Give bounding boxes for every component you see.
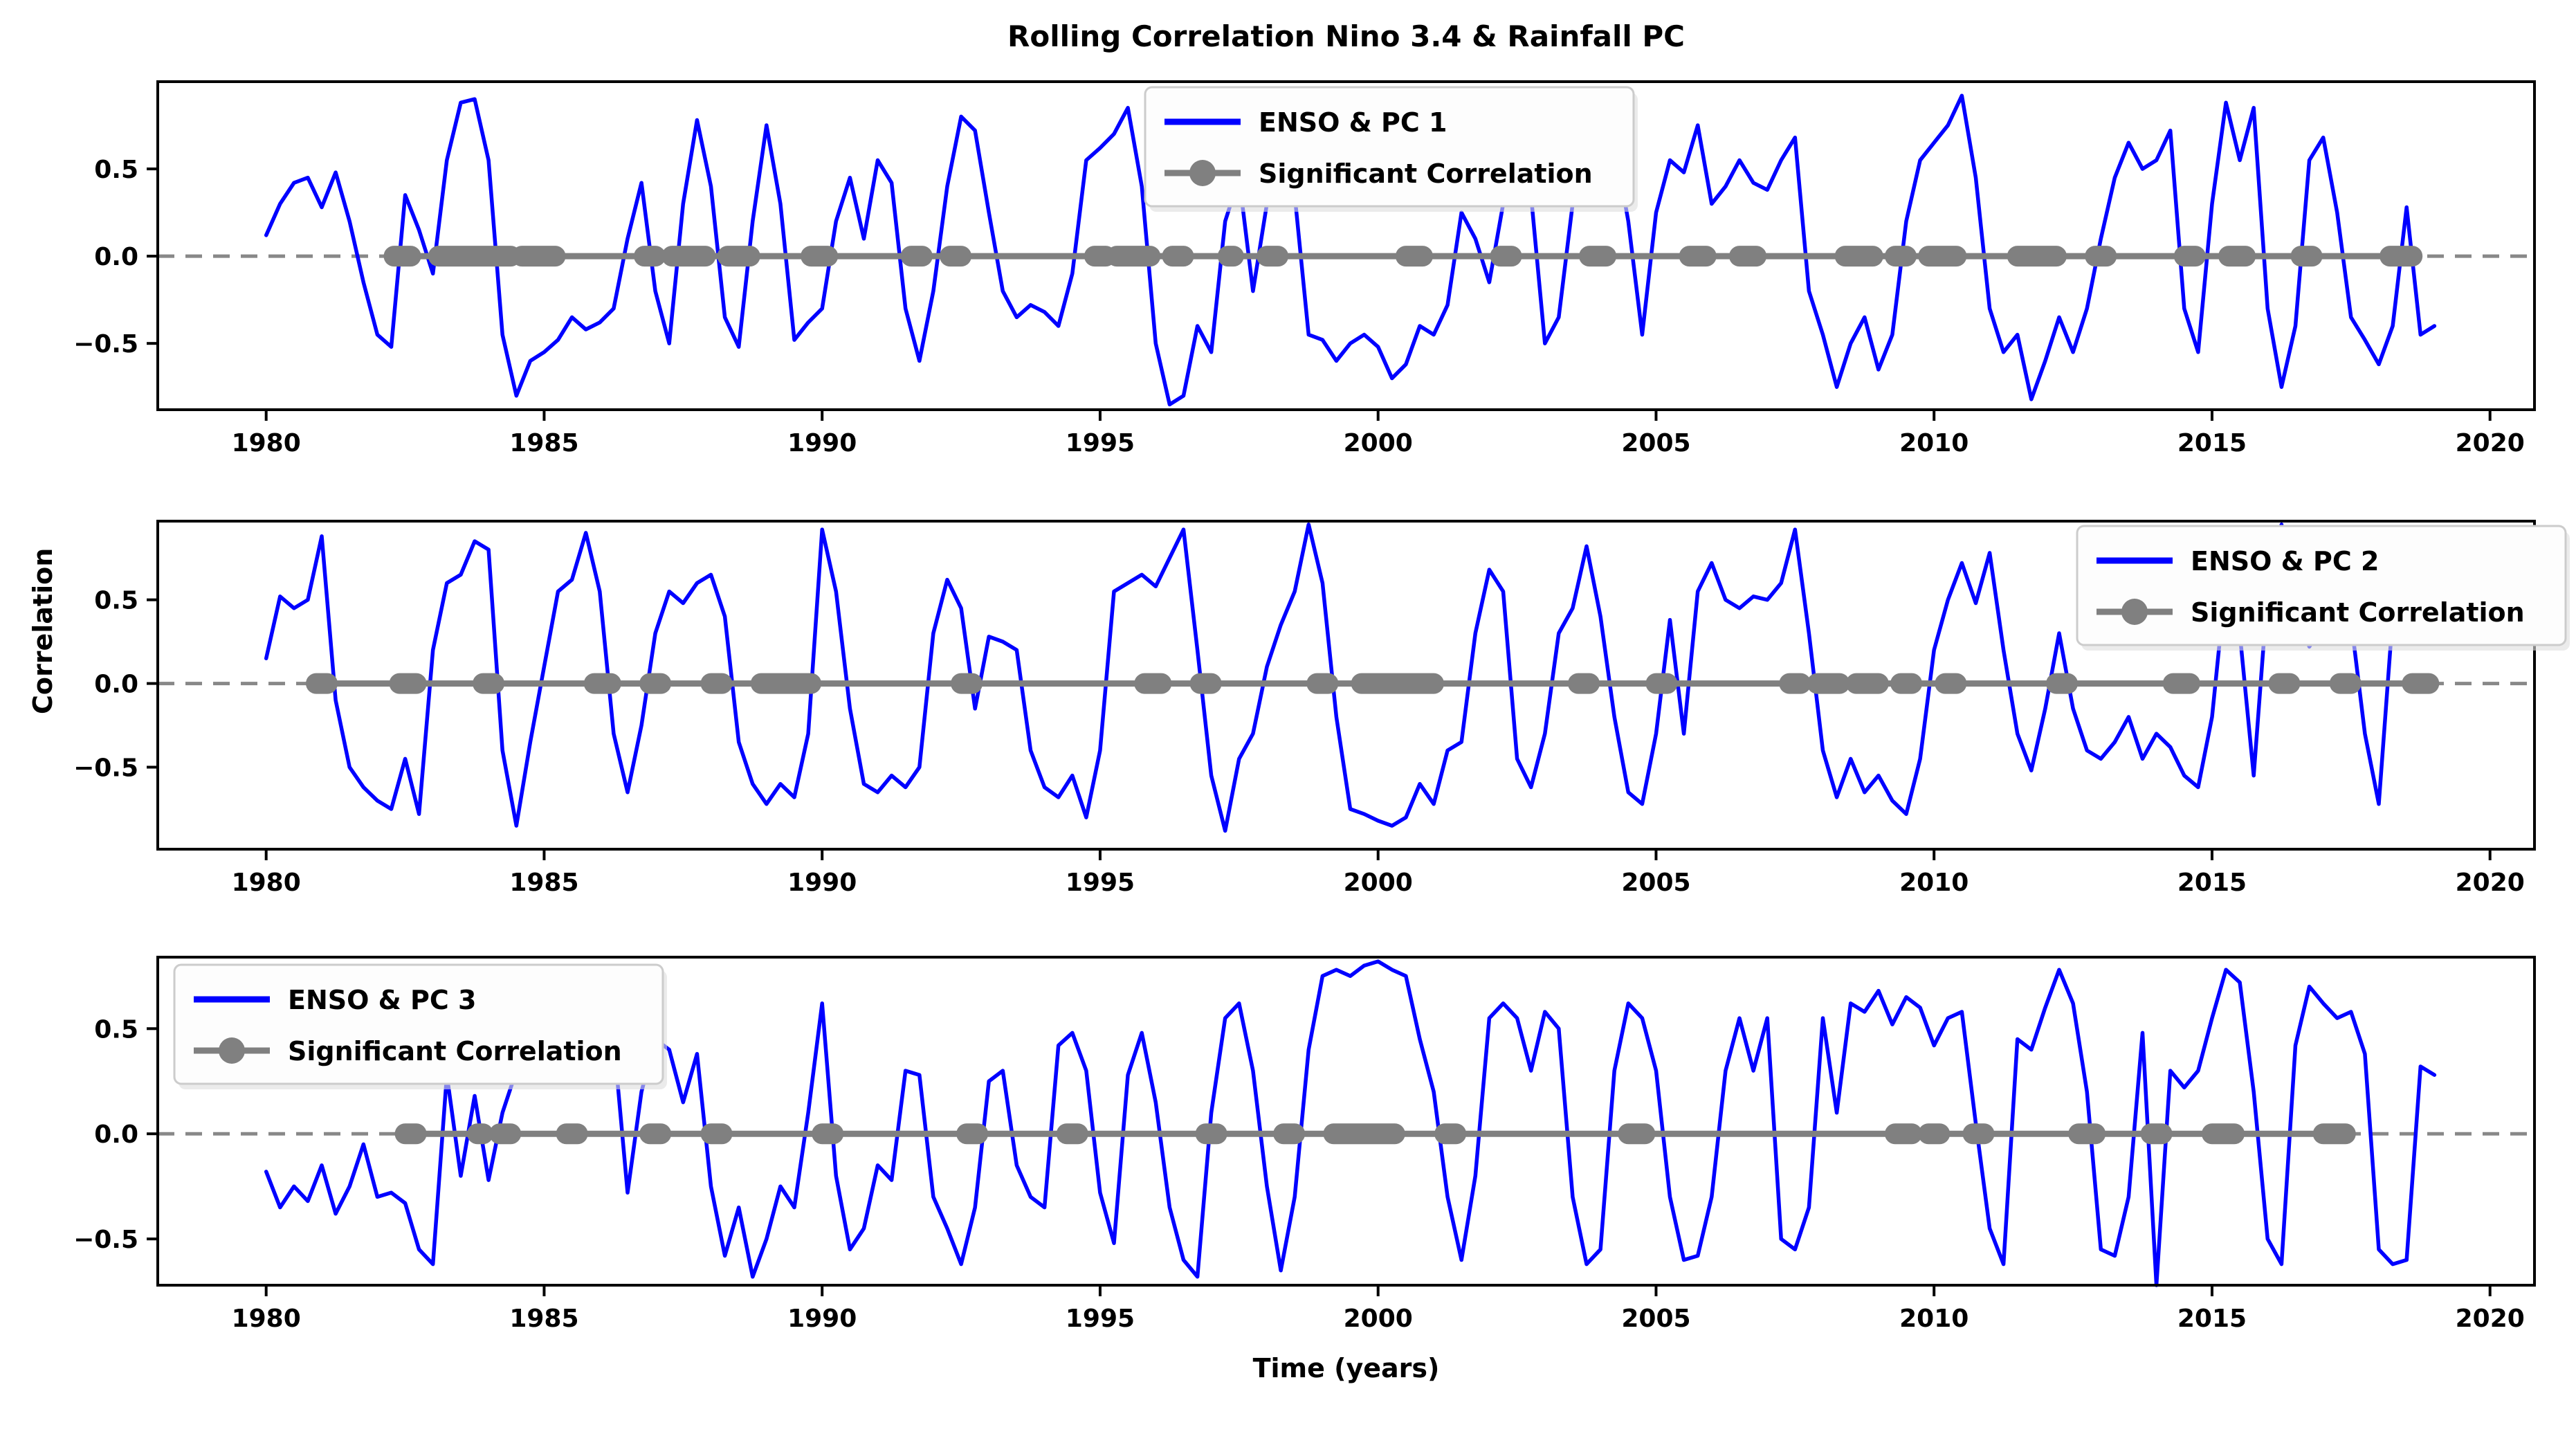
x-tick-label: 2005 [1621, 869, 1690, 897]
x-tick-label: 2005 [1621, 429, 1690, 457]
x-tick-label: 1990 [787, 1305, 857, 1333]
y-tick-label: −0.5 [73, 754, 138, 783]
legend-label-enso-pc: ENSO & PC 2 [2191, 546, 2379, 577]
x-tick-label: 1980 [232, 869, 301, 897]
figure-title: Rolling Correlation Nino 3.4 & Rainfall … [1007, 19, 1685, 53]
legend-label-significant: Significant Correlation [288, 1036, 622, 1067]
enso-pc-line-1 [264, 93, 2437, 407]
y-tick-label: 0.5 [94, 587, 138, 615]
x-tick-label: 1995 [1066, 869, 1135, 897]
x-tick-label: 2015 [2177, 1305, 2247, 1333]
x-tick-label: 1985 [509, 869, 578, 897]
legend-label-significant: Significant Correlation [1259, 158, 1593, 189]
x-tick-label: 1995 [1066, 429, 1135, 457]
y-tick-label: 0.0 [94, 243, 138, 271]
enso-pc-line-2 [264, 523, 2437, 833]
x-axis-label: Time (years) [1252, 1353, 1440, 1383]
legend-significant-dot-icon [1189, 160, 1216, 186]
axes-spines [156, 80, 2536, 411]
x-tick-label: 2005 [1621, 1305, 1690, 1333]
legend-significant-dot-icon [2121, 599, 2148, 625]
axes-spines [156, 956, 2536, 1287]
x-tick-label: 2000 [1344, 869, 1413, 897]
x-tick-label: 1980 [232, 429, 301, 457]
legend-box [2076, 525, 2567, 646]
x-tick-label: 2015 [2177, 869, 2247, 897]
x-tick-label: 2020 [2456, 429, 2525, 457]
legend-box [1144, 86, 1635, 208]
x-tick-label: 1985 [509, 1305, 578, 1333]
x-tick-label: 2015 [2177, 429, 2247, 457]
legend-significant-dot-icon [219, 1037, 245, 1064]
x-tick-label: 2010 [1899, 869, 1968, 897]
legend-label-enso-pc: ENSO & PC 3 [288, 985, 476, 1015]
enso-pc-line-3 [264, 959, 2437, 1287]
x-tick-label: 1985 [509, 429, 578, 457]
x-tick-label: 1980 [232, 1305, 301, 1333]
x-tick-label: 1990 [787, 869, 857, 897]
x-tick-label: 2010 [1899, 1305, 1968, 1333]
y-tick-label: 0.0 [94, 671, 138, 699]
legend-box [173, 963, 664, 1085]
y-tick-label: −0.5 [73, 330, 138, 358]
x-tick-label: 1995 [1066, 1305, 1135, 1333]
y-tick-label: 0.5 [94, 156, 138, 184]
legend-label-enso-pc: ENSO & PC 1 [1259, 107, 1447, 138]
x-tick-label: 2020 [2456, 869, 2525, 897]
x-tick-label: 2000 [1344, 1305, 1413, 1333]
x-tick-label: 1990 [787, 429, 857, 457]
axes-spines [156, 520, 2536, 851]
x-tick-label: 2020 [2456, 1305, 2525, 1333]
y-tick-label: 0.5 [94, 1015, 138, 1044]
y-tick-label: −0.5 [73, 1226, 138, 1254]
x-tick-label: 2010 [1899, 429, 1968, 457]
legend-label-significant: Significant Correlation [2191, 597, 2525, 628]
x-tick-label: 2000 [1344, 429, 1413, 457]
y-tick-label: 0.0 [94, 1120, 138, 1149]
